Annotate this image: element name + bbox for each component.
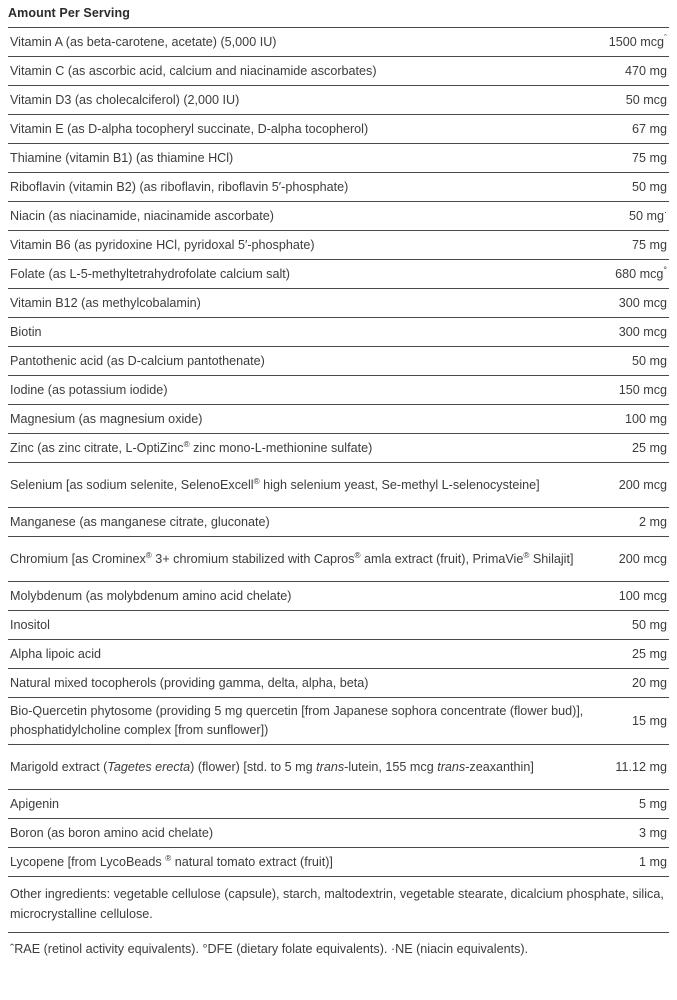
ingredient-row: Riboflavin (vitamin B2) (as riboflavin, … (8, 173, 669, 202)
ingredient-amount: 200 mcg (618, 477, 667, 492)
ingredient-row: Inositol 50 mg (8, 611, 669, 640)
ingredient-amount: 15 mg (631, 713, 667, 728)
registered-mark: ® (145, 550, 152, 560)
ingredient-name: Alpha lipoic acid (10, 646, 102, 661)
ingredient-row: Vitamin C (as ascorbic acid, calcium and… (8, 57, 669, 86)
ingredient-row: Manganese (as manganese citrate, glucona… (8, 508, 669, 537)
footnote-marker: ° (663, 264, 667, 275)
ingredient-row: Natural mixed tocopherols (providing gam… (8, 669, 669, 698)
footnote-marker: · (664, 206, 667, 217)
ingredient-name: Molybdenum (as molybdenum amino acid che… (10, 588, 292, 603)
ingredient-amount: 50 mcg (625, 92, 667, 107)
ingredient-name: Vitamin B12 (as methylcobalamin) (10, 295, 201, 310)
ingredient-amount: 200 mcg (618, 551, 667, 566)
footnotes-text: ˆRAE (retinol activity equivalents). °DF… (10, 942, 529, 956)
ingredient-amount: 470 mg (624, 63, 667, 78)
other-ingredients-text: Other ingredients: vegetable cellulose (… (8, 877, 669, 933)
ingredient-name: Magnesium (as magnesium oxide) (10, 411, 203, 426)
ingredient-amount: 2 mg (639, 514, 667, 529)
ingredient-name: Marigold extract (Tagetes erecta) (flowe… (10, 759, 534, 774)
ingredient-row: Vitamin E (as D-alpha tocopheryl succina… (8, 115, 669, 144)
ingredient-name: Pantothenic acid (as D-calcium pantothen… (10, 353, 265, 368)
ingredient-amount: 1 mg (639, 854, 667, 869)
ingredient-name: Vitamin E (as D-alpha tocopheryl succina… (10, 121, 369, 136)
ingredient-name: Vitamin A (as beta-carotene, acetate) (5… (10, 34, 277, 49)
ingredient-name: Boron (as boron amino acid chelate) (10, 825, 214, 840)
ingredient-name: Biotin (10, 324, 42, 339)
ingredient-row: Niacin (as niacinamide, niacinamide asco… (8, 202, 669, 231)
ingredient-amount: 50 mg (631, 179, 667, 194)
ingredient-row: Vitamin A (as beta-carotene, acetate) (5… (8, 28, 669, 57)
ingredient-amount: 75 mg (631, 237, 667, 252)
ingredient-name: Iodine (as potassium iodide) (10, 382, 168, 397)
registered-mark: ® (183, 439, 190, 449)
ingredient-amount: 100 mcg (618, 588, 667, 603)
ingredient-amount: 300 mcg (618, 295, 667, 310)
ingredient-name: Vitamin C (as ascorbic acid, calcium and… (10, 63, 377, 78)
ingredient-amount: 25 mg (631, 440, 667, 455)
ingredient-row: Apigenin 5 mg (8, 790, 669, 819)
ingredient-name: Vitamin B6 (as pyridoxine HCl, pyridoxal… (10, 237, 315, 252)
ingredient-amount: 25 mg (631, 646, 667, 661)
ingredient-name: Manganese (as manganese citrate, glucona… (10, 514, 270, 529)
ingredient-row: Biotin 300 mcg (8, 318, 669, 347)
ingredient-row: Alpha lipoic acid 25 mg (8, 640, 669, 669)
ingredient-name: Folate (as L-5-methyltetrahydrofolate ca… (10, 266, 290, 281)
ingredient-name: Zinc (as zinc citrate, L-OptiZinc® zinc … (10, 439, 373, 455)
ingredient-rows: Vitamin A (as beta-carotene, acetate) (5… (8, 27, 669, 877)
ingredient-row: Vitamin B6 (as pyridoxine HCl, pyridoxal… (8, 231, 669, 260)
ingredient-amount: 67 mg (631, 121, 667, 136)
ingredient-amount: 50 mg (631, 353, 667, 368)
ingredient-row: Boron (as boron amino acid chelate) 3 mg (8, 819, 669, 848)
ingredient-amount: 3 mg (639, 825, 667, 840)
ingredient-row: Chromium [as Crominex® 3+ chromium stabi… (8, 537, 669, 582)
registered-mark: ® (354, 550, 361, 560)
ingredient-name: Niacin (as niacinamide, niacinamide asco… (10, 208, 274, 223)
ingredient-row: Magnesium (as magnesium oxide) 100 mg (8, 405, 669, 434)
ingredient-row: Bio-Quercetin phytosome (providing 5 mg … (8, 698, 669, 745)
ingredient-row: Folate (as L-5-methyltetrahydrofolate ca… (8, 260, 669, 289)
ingredient-amount: 5 mg (639, 796, 667, 811)
ingredient-name: Vitamin D3 (as cholecalciferol) (2,000 I… (10, 92, 240, 107)
ingredient-amount: 100 mg (624, 411, 667, 426)
registered-mark: ® (523, 550, 530, 560)
ingredient-name: Natural mixed tocopherols (providing gam… (10, 675, 369, 690)
ingredient-name: Bio-Quercetin phytosome (providing 5 mg … (10, 704, 584, 737)
supplement-facts-panel: Amount Per Serving Vitamin A (as beta-ca… (8, 6, 669, 956)
ingredient-name: Selenium [as sodium selenite, SelenoExce… (10, 476, 540, 492)
ingredient-name: Inositol (10, 617, 50, 632)
ingredient-amount: 1500 mcgˆ (608, 32, 667, 49)
ingredient-amount: 50 mg· (628, 206, 667, 223)
registered-mark: ® (253, 476, 260, 486)
amount-per-serving-header: Amount Per Serving (8, 6, 130, 20)
ingredient-row: Iodine (as potassium iodide) 150 mcg (8, 376, 669, 405)
ingredient-name: Thiamine (vitamin B1) (as thiamine HCl) (10, 150, 234, 165)
ingredient-row: Pantothenic acid (as D-calcium pantothen… (8, 347, 669, 376)
ingredient-amount: 300 mcg (618, 324, 667, 339)
ingredient-row: Vitamin D3 (as cholecalciferol) (2,000 I… (8, 86, 669, 115)
ingredient-row: Molybdenum (as molybdenum amino acid che… (8, 582, 669, 611)
footnote-marker: ˆ (664, 32, 667, 43)
ingredient-row: Marigold extract (Tagetes erecta) (flowe… (8, 745, 669, 790)
ingredient-name: Riboflavin (vitamin B2) (as riboflavin, … (10, 179, 349, 194)
ingredient-name: Lycopene [from LycoBeads ® natural tomat… (10, 853, 333, 869)
ingredient-amount: 50 mg (631, 617, 667, 632)
ingredient-amount: 680 mcg° (615, 264, 667, 281)
ingredient-amount: 20 mg (631, 675, 667, 690)
ingredient-amount: 11.12 mg (615, 759, 667, 774)
ingredient-row: Selenium [as sodium selenite, SelenoExce… (8, 463, 669, 508)
ingredient-name: Chromium [as Crominex® 3+ chromium stabi… (10, 550, 574, 566)
ingredient-name: Apigenin (10, 796, 60, 811)
ingredient-row: Thiamine (vitamin B1) (as thiamine HCl) 7… (8, 144, 669, 173)
ingredient-row: Lycopene [from LycoBeads ® natural tomat… (8, 848, 669, 877)
ingredient-row: Zinc (as zinc citrate, L-OptiZinc® zinc … (8, 434, 669, 463)
ingredient-row: Vitamin B12 (as methylcobalamin) 300 mcg (8, 289, 669, 318)
ingredient-amount: 75 mg (631, 150, 667, 165)
ingredient-amount: 150 mcg (618, 382, 667, 397)
registered-mark: ® (165, 853, 172, 863)
